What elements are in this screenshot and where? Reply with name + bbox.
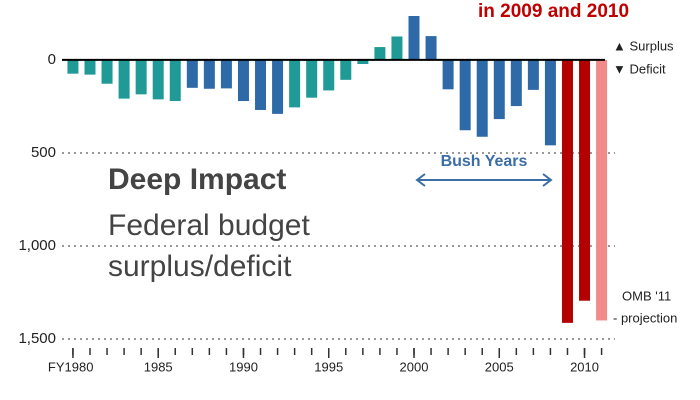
y-tick-label: 1,000 — [18, 237, 56, 254]
bar — [67, 59, 79, 74]
subtitle: Federal budget — [108, 209, 310, 242]
bar — [101, 59, 113, 84]
bar — [272, 59, 284, 114]
bar — [459, 59, 471, 131]
bar — [408, 16, 420, 60]
bar — [306, 59, 318, 98]
subtitle: surplus/deficit — [108, 250, 292, 283]
y-tick-label: 500 — [31, 144, 56, 161]
annotation: - projection — [613, 310, 677, 325]
bar — [561, 59, 573, 323]
x-tick-label: 2005 — [485, 359, 514, 374]
bar — [203, 59, 215, 89]
bar — [237, 59, 249, 102]
bar — [255, 59, 267, 110]
chart-title: in 2009 and 2010 — [478, 1, 629, 22]
bar — [84, 59, 96, 75]
bar — [527, 59, 539, 90]
bar — [493, 59, 505, 120]
y-tick-label: 1,500 — [18, 330, 56, 347]
x-tick-label: 1995 — [314, 359, 343, 374]
bar — [220, 59, 232, 89]
bar — [579, 59, 591, 301]
bar — [186, 59, 198, 88]
bar — [340, 59, 352, 80]
legend-entry: ▼ Deficit — [613, 61, 666, 76]
x-tick-label: FY1980 — [48, 359, 94, 374]
bar — [374, 47, 386, 60]
x-tick-label: 2000 — [400, 359, 429, 374]
bar — [357, 59, 369, 65]
legend-entry: ▲ Surplus — [613, 38, 674, 53]
bar — [510, 59, 522, 107]
y-tick-label: 0 — [48, 51, 56, 68]
bar — [169, 59, 181, 102]
x-tick-label: 1990 — [229, 359, 258, 374]
bar — [596, 59, 608, 321]
bar — [118, 59, 130, 99]
arrow — [415, 173, 553, 187]
bar — [152, 59, 164, 100]
bar — [425, 36, 437, 60]
x-tick-label: 2010 — [570, 359, 599, 374]
bar — [289, 59, 301, 108]
heading: Deep Impact — [108, 163, 286, 196]
bar — [442, 59, 454, 90]
bar — [323, 59, 335, 91]
annotation: OMB '11 — [622, 288, 671, 303]
bar — [476, 59, 488, 137]
x-tick-label: 1985 — [144, 359, 173, 374]
bar — [544, 59, 556, 146]
annotation: Bush Years — [441, 153, 528, 170]
bar — [391, 36, 403, 60]
bar — [135, 59, 147, 95]
